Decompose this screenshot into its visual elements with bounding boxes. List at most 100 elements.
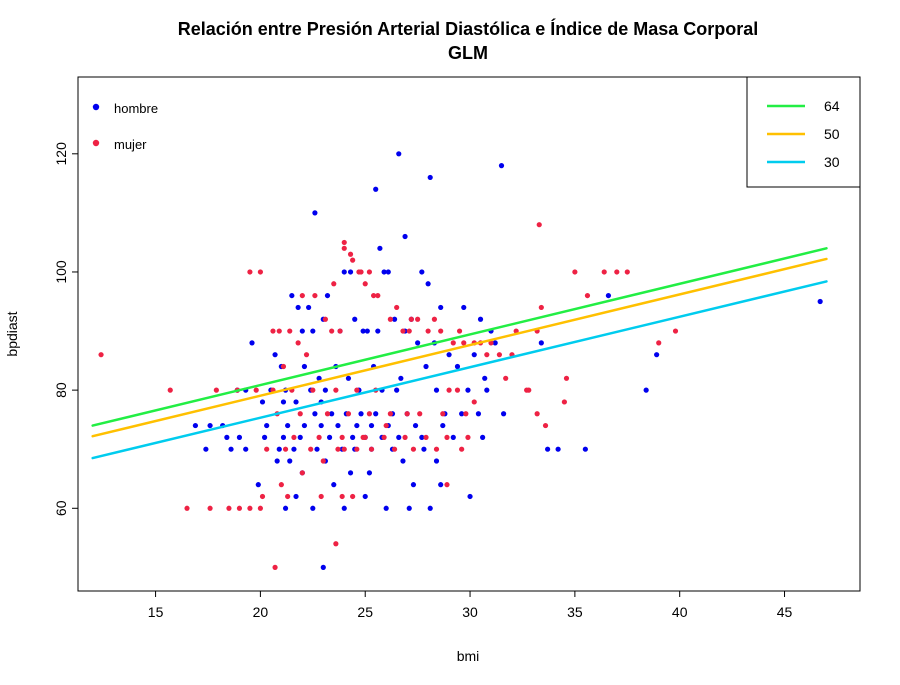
point-mujer <box>345 411 352 417</box>
point-mujer <box>310 387 316 393</box>
point-mujer <box>463 411 469 417</box>
y-tick-label-120: 120 <box>53 142 69 166</box>
point-hombre <box>396 151 402 157</box>
point-mujer <box>444 434 450 440</box>
point-mujer <box>333 541 339 547</box>
point-hombre <box>419 434 425 440</box>
point-hombre <box>538 340 544 346</box>
point-hombre <box>433 387 440 393</box>
point-mujer <box>572 269 578 275</box>
point-mujer <box>299 470 305 476</box>
plot-frame <box>77 76 861 592</box>
point-mujer <box>299 292 305 299</box>
point-mujer <box>433 446 440 452</box>
y-axis: 60 80 100 120 <box>53 142 78 516</box>
point-hombre <box>341 269 347 275</box>
point-hombre <box>274 458 280 464</box>
point-mujer <box>400 328 406 334</box>
point-hombre <box>289 292 295 299</box>
point-mujer <box>324 411 331 417</box>
point-mujer <box>184 505 190 511</box>
point-mujer <box>320 458 326 464</box>
point-hombre <box>419 269 425 275</box>
chart-title: Relación entre Presión Arterial Diastóli… <box>178 18 759 39</box>
point-hombre <box>375 328 381 334</box>
point-mujer <box>207 505 213 511</box>
point-mujer <box>282 446 289 452</box>
point-hombre <box>427 505 433 511</box>
point-hombre <box>291 446 297 452</box>
point-hombre <box>297 434 303 440</box>
x-tick-label-40: 40 <box>672 604 688 620</box>
y-tick-label-80: 80 <box>53 382 69 398</box>
point-mujer <box>278 482 284 488</box>
point-hombre <box>402 233 408 240</box>
point-hombre <box>316 375 322 381</box>
point-hombre <box>433 458 440 464</box>
point-mujer <box>561 399 567 405</box>
point-mujer <box>318 493 324 500</box>
point-mujer <box>404 411 410 417</box>
point-mujer <box>354 387 360 393</box>
point-mujer <box>408 316 414 322</box>
point-mujer <box>362 281 368 287</box>
legend-marker-mujer <box>92 139 100 147</box>
x-tick-label-35: 35 <box>567 604 583 620</box>
point-hombre <box>484 387 490 393</box>
point-hombre <box>425 281 431 287</box>
point-hombre <box>438 304 444 311</box>
point-hombre <box>394 387 400 393</box>
x-tick-label-30: 30 <box>462 604 478 620</box>
point-hombre <box>358 411 364 417</box>
point-mujer <box>454 387 461 393</box>
point-hombre <box>471 352 477 358</box>
point-hombre <box>264 422 270 429</box>
point-hombre <box>259 399 266 405</box>
point-mujer <box>347 251 354 257</box>
point-mujer <box>536 222 542 228</box>
point-mujer <box>303 352 310 358</box>
point-hombre <box>480 434 486 440</box>
point-hombre <box>329 411 335 417</box>
point-hombre <box>322 387 328 393</box>
point-hombre <box>391 316 398 322</box>
point-hombre <box>475 411 482 417</box>
point-hombre <box>465 387 471 393</box>
point-mujer <box>276 328 282 334</box>
point-hombre <box>350 434 356 440</box>
point-hombre <box>396 434 402 440</box>
point-hombre <box>314 446 320 452</box>
point-mujer <box>308 446 314 452</box>
point-mujer <box>425 328 431 334</box>
point-mujer <box>331 281 337 287</box>
point-hombre <box>582 446 588 452</box>
point-mujer <box>167 387 173 393</box>
point-hombre <box>347 269 354 275</box>
point-mujer <box>339 434 345 440</box>
point-mujer <box>431 316 438 322</box>
point-mujer <box>333 387 339 393</box>
y-tick-label-100: 100 <box>53 260 69 284</box>
point-mujer <box>280 363 287 370</box>
point-hombre <box>255 482 261 488</box>
point-hombre <box>450 434 456 440</box>
point-hombre <box>492 340 498 346</box>
point-hombre <box>400 458 406 464</box>
point-mujer <box>316 434 322 440</box>
legend-label-30: 30 <box>824 154 840 170</box>
point-hombre <box>368 422 375 429</box>
point-mujer <box>503 375 509 381</box>
point-hombre <box>406 505 412 511</box>
point-hombre <box>410 482 417 488</box>
point-hombre <box>366 470 373 476</box>
x-axis-label: bmi <box>457 648 480 664</box>
point-hombre <box>331 482 337 488</box>
point-hombre <box>461 304 467 311</box>
point-hombre <box>324 292 331 299</box>
point-mujer <box>354 446 360 452</box>
fit-lines <box>91 247 828 460</box>
point-hombre <box>467 493 473 500</box>
point-mujer <box>272 564 278 570</box>
point-hombre <box>293 493 299 500</box>
point-hombre <box>280 434 287 440</box>
